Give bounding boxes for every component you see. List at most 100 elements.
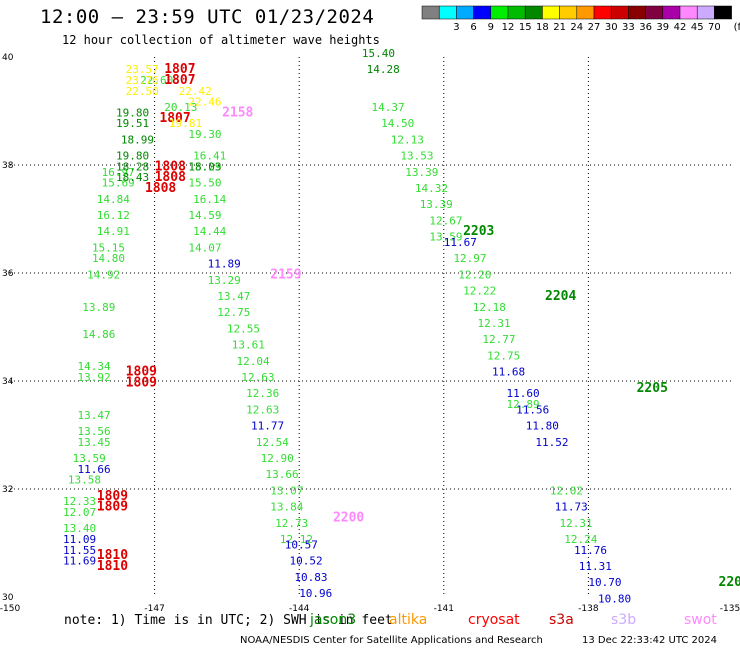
wave-height-label: 13.92: [77, 371, 110, 384]
wave-height-label: 14.84: [97, 193, 130, 206]
wave-height-label: 13.53: [400, 150, 433, 163]
wave-height-label: 12.97: [453, 252, 486, 265]
wave-height-label: 12.54: [256, 436, 289, 449]
legend-tick-label: 70: [708, 22, 721, 33]
pass-time-label: 1809: [97, 500, 128, 515]
wave-height-label: 14.86: [82, 328, 115, 341]
wave-height-label: 15.29: [188, 160, 221, 173]
sat-label-s3b: s3b: [611, 612, 637, 628]
wave-height-label: 11.80: [526, 420, 559, 433]
y-tick-label: 34: [2, 377, 14, 387]
wave-height-label: 12.73: [275, 517, 308, 530]
legend-swatch: [628, 5, 646, 20]
pass-time-label: 2200: [333, 510, 364, 525]
wave-height-label: 12.55: [227, 322, 260, 335]
wave-height-label: 10.52: [290, 555, 323, 568]
pass-time-label: 1808: [155, 170, 186, 185]
legend-swatch: [645, 5, 664, 20]
legend-swatch: [593, 5, 612, 20]
wave-height-label: 11.31: [579, 560, 612, 573]
wave-height-label: 22.60: [140, 74, 173, 87]
wave-height-label: 13.59: [73, 452, 106, 465]
wave-height-label: 10.70: [588, 576, 621, 589]
legend-swatch: [559, 5, 578, 20]
footer-credit: NOAA/NESDIS Center for Satellite Applica…: [240, 635, 543, 646]
pass-time-label: 1807: [164, 73, 195, 88]
wave-height-label: 14.07: [188, 241, 221, 254]
legend-tick-label: 12: [502, 22, 515, 33]
wave-height-label: 12.31: [478, 317, 511, 330]
x-tick-label: -141: [434, 604, 454, 614]
legend-swatch: [456, 5, 474, 20]
legend-unit: (ft): [734, 22, 740, 33]
wave-height-label: 13.40: [63, 522, 96, 535]
wave-height-label: 15.40: [362, 47, 395, 60]
wave-height-label: 15.15: [92, 241, 125, 254]
wave-height-label: 16.12: [97, 209, 130, 222]
wave-height-label: 15.69: [102, 177, 135, 190]
wave-height-label: 13.29: [208, 274, 241, 287]
x-tick-label: -144: [289, 604, 310, 614]
y-tick-label: 30: [2, 593, 14, 603]
legend-tick-label: 30: [605, 22, 618, 33]
legend-swatch: [610, 5, 629, 20]
wave-height-label: 14.34: [77, 360, 110, 373]
legend-swatch: [421, 5, 440, 20]
wave-height-label: 14.59: [188, 209, 221, 222]
wave-height-label: 12.90: [261, 452, 294, 465]
x-tick-label: -147: [144, 604, 164, 614]
wave-height-label: 11.56: [516, 403, 549, 416]
legend-tick-label: 9: [488, 22, 494, 33]
x-tick-label: -138: [578, 604, 599, 614]
wave-height-label: 12.13: [391, 133, 424, 146]
x-tick-label: -135: [720, 604, 740, 614]
wave-height-label: 10.80: [598, 592, 631, 605]
wave-height-label: 14.92: [87, 268, 120, 281]
wave-height-label: 18.03: [188, 160, 221, 173]
pass-time-label: 1809: [126, 365, 157, 380]
pass-time-label: 1810: [97, 548, 128, 563]
pass-time-label: 1810: [97, 559, 128, 574]
wave-height-label: 19.80: [116, 106, 149, 119]
wave-height-label: 13.61: [232, 339, 265, 352]
pass-time-label: 1808: [145, 181, 176, 196]
wave-height-label: 14.32: [415, 182, 448, 195]
wave-height-label: 19.80: [116, 150, 149, 163]
wave-height-label: 16.41: [193, 150, 226, 163]
wave-height-label: 12.67: [429, 214, 462, 227]
wave-height-label: 22.46: [188, 96, 221, 109]
wave-height-label: 13.47: [77, 409, 110, 422]
pass-time-label: 2203: [463, 224, 494, 239]
y-tick-label: 36: [2, 269, 14, 279]
wave-height-label: 20.13: [164, 101, 197, 114]
sat-label-s3a: s3a: [549, 612, 574, 628]
legend-tick-label: 27: [588, 22, 601, 33]
wave-height-label: 16.14: [193, 193, 226, 206]
legend-tick-label: 39: [656, 22, 669, 33]
legend-swatch: [714, 5, 732, 20]
legend-tick-label: 15: [519, 22, 532, 33]
wave-height-label: 14.44: [193, 225, 226, 238]
wave-height-label: 18.28: [116, 160, 149, 173]
legend-swatch: [542, 5, 560, 20]
sat-label-swot: swot: [684, 612, 717, 628]
wave-height-label: 11.76: [574, 544, 607, 557]
wave-height-label: 23.57: [126, 63, 159, 76]
wave-height-label: 12.24: [564, 533, 597, 546]
y-tick-label: 38: [2, 161, 14, 171]
wave-height-label: 12.07: [63, 506, 96, 519]
wave-height-label: 12.18: [473, 301, 506, 314]
wave-height-label: 13.39: [405, 166, 438, 179]
wave-height-label: 11.52: [535, 436, 568, 449]
legend-swatch: [473, 5, 492, 20]
pass-time-label: 1809: [126, 375, 157, 390]
wave-height-label: 11.69: [63, 555, 96, 568]
wave-height-label: 11.60: [506, 387, 539, 400]
wave-height-label: 11.55: [63, 544, 96, 557]
legend-swatch: [490, 5, 509, 20]
wave-height-label: 13.84: [270, 501, 303, 514]
legend-swatch: [438, 5, 457, 20]
legend-swatch: [662, 5, 681, 20]
wave-height-label: 13.39: [420, 198, 453, 211]
